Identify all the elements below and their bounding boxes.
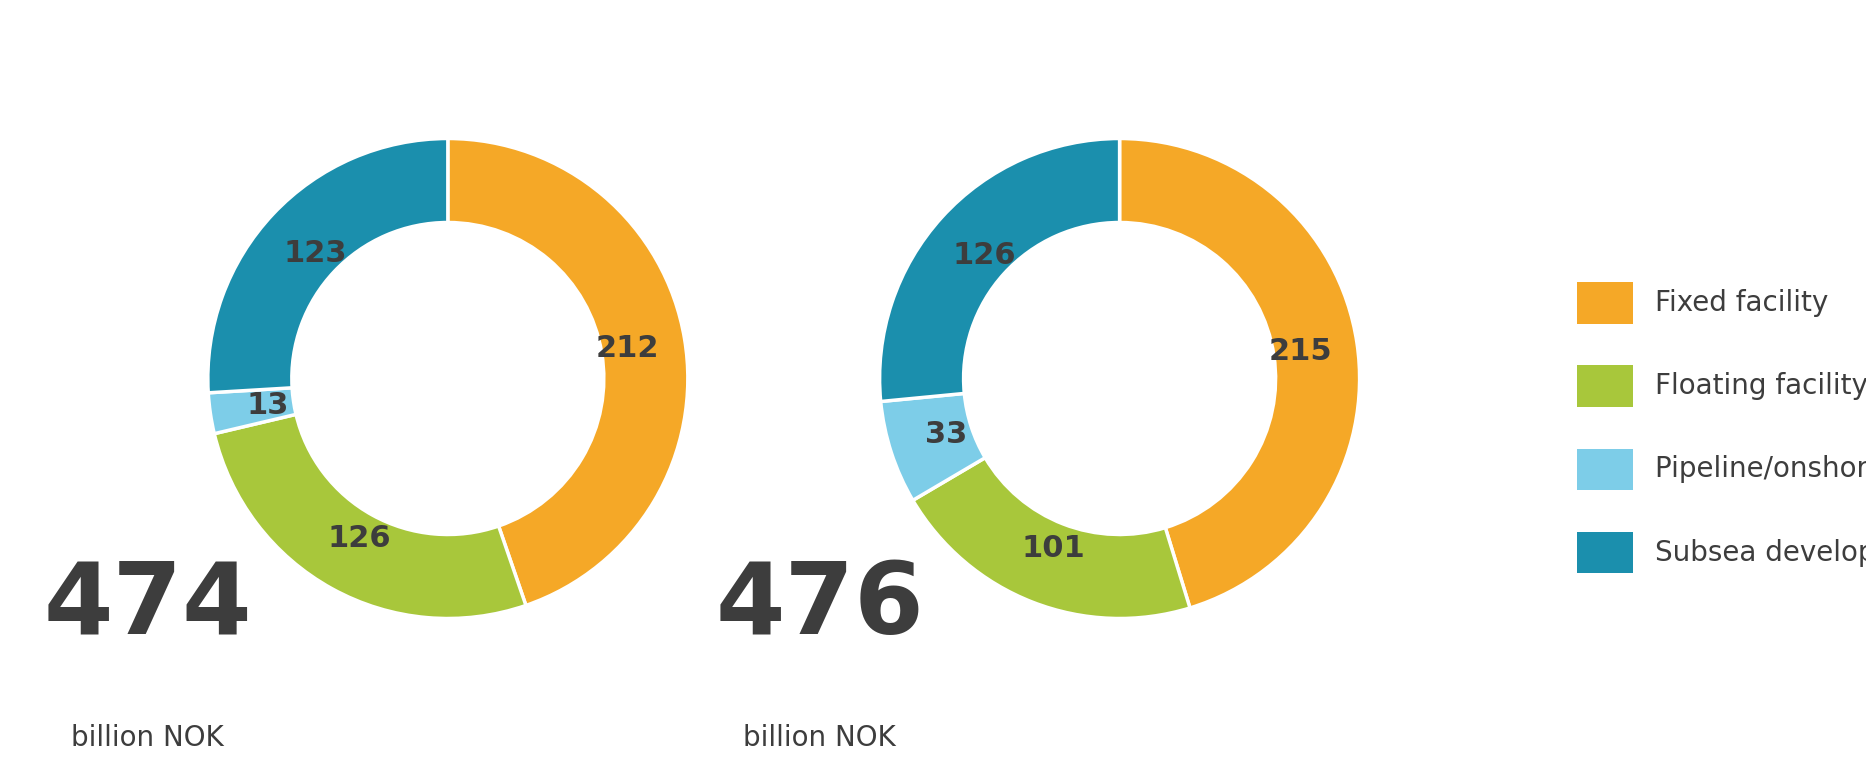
Text: 33: 33 — [926, 420, 967, 450]
Wedge shape — [215, 414, 526, 618]
Text: 215: 215 — [1269, 337, 1332, 366]
Text: billion NOK: billion NOK — [71, 724, 224, 752]
Text: Pipeline/onshore facility: Pipeline/onshore facility — [1655, 456, 1866, 483]
Text: billion NOK: billion NOK — [743, 724, 896, 752]
Text: 474: 474 — [43, 558, 252, 655]
Wedge shape — [881, 394, 985, 500]
Text: Floating facility: Floating facility — [1655, 372, 1866, 400]
Text: 101: 101 — [1023, 534, 1086, 563]
Text: 476: 476 — [715, 558, 924, 655]
Text: 126: 126 — [328, 524, 392, 553]
Wedge shape — [209, 388, 297, 434]
Wedge shape — [207, 139, 448, 393]
Text: 13: 13 — [246, 391, 289, 419]
Text: 212: 212 — [595, 334, 659, 363]
Text: Subsea development: Subsea development — [1655, 539, 1866, 566]
Wedge shape — [879, 139, 1120, 401]
Text: 126: 126 — [954, 241, 1017, 270]
Wedge shape — [912, 458, 1191, 618]
Text: Fixed facility: Fixed facility — [1655, 289, 1829, 316]
Wedge shape — [1120, 139, 1360, 608]
Wedge shape — [448, 139, 689, 606]
Text: 123: 123 — [284, 239, 347, 268]
